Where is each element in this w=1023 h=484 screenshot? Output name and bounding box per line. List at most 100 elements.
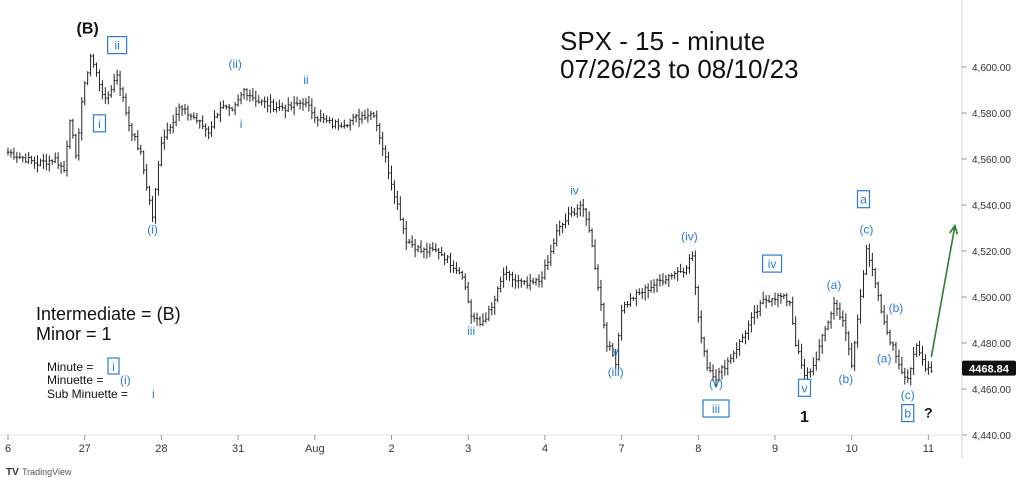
wave-label-text: (b) bbox=[838, 372, 853, 386]
wave-label-text: (b) bbox=[889, 301, 904, 315]
ohlc-bar bbox=[520, 278, 523, 288]
ohlc-bar bbox=[782, 293, 786, 300]
ohlc-bar bbox=[201, 115, 204, 130]
ohlc-bar bbox=[573, 207, 576, 217]
ohlc-bar bbox=[127, 106, 131, 132]
time-tick-label: 11 bbox=[923, 443, 934, 455]
ohlc-bar bbox=[337, 118, 340, 131]
ohlc-bar bbox=[924, 354, 927, 372]
ohlc-bar bbox=[738, 339, 741, 356]
ohlc-bar bbox=[455, 261, 458, 274]
ohlc-bar bbox=[670, 273, 674, 280]
wave-label: i bbox=[240, 117, 243, 131]
ohlc-bar bbox=[596, 264, 600, 291]
ohlc-bar bbox=[298, 99, 302, 110]
ohlc-bar bbox=[410, 235, 414, 248]
ohlc-bar bbox=[546, 255, 550, 271]
wave-label: iii bbox=[702, 399, 730, 418]
ohlc-bar bbox=[673, 271, 676, 280]
ohlc-bar bbox=[313, 106, 317, 123]
ohlc-bar bbox=[915, 343, 918, 358]
ohlc-bar bbox=[95, 62, 98, 77]
ohlc-bar bbox=[166, 122, 169, 140]
ohlc-bar bbox=[98, 69, 101, 92]
ohlc-bar bbox=[278, 99, 281, 112]
ohlc-bar bbox=[407, 238, 411, 244]
ohlc-bar bbox=[658, 274, 662, 287]
wave-label: (i) bbox=[147, 223, 158, 237]
ohlc-bar bbox=[826, 320, 830, 331]
wave-label: a bbox=[856, 190, 871, 209]
wave-label-text: iv bbox=[768, 257, 777, 271]
ohlc-bar bbox=[729, 354, 733, 364]
ohlc-bar bbox=[555, 223, 558, 247]
ohlc-bar bbox=[431, 242, 435, 252]
ohlc-bar bbox=[708, 361, 712, 373]
ohlc-bar bbox=[741, 333, 744, 343]
ohlc-bar bbox=[157, 160, 160, 196]
ohlc-bar bbox=[416, 245, 420, 253]
ohlc-bar bbox=[36, 155, 39, 173]
ohlc-bar bbox=[425, 242, 429, 259]
ohlc-bar bbox=[496, 286, 499, 303]
ohlc-bar bbox=[537, 274, 541, 288]
ohlc-bar bbox=[711, 364, 715, 382]
ohlc-bar bbox=[422, 247, 426, 259]
ohlc-bar bbox=[882, 305, 886, 325]
ohlc-bar bbox=[522, 279, 526, 286]
ohlc-bar bbox=[581, 199, 585, 217]
wave-label-text: (iii) bbox=[608, 365, 624, 379]
ohlc-bar bbox=[579, 200, 582, 217]
ohlc-bar bbox=[195, 112, 199, 124]
ohlc-bar bbox=[682, 267, 685, 278]
ohlc-bar bbox=[493, 295, 497, 315]
ohlc-bar bbox=[121, 87, 125, 102]
ohlc-bar bbox=[900, 356, 904, 375]
ohlc-bar bbox=[351, 113, 355, 126]
ohlc-bar bbox=[820, 333, 824, 354]
wave-label-text: v bbox=[613, 345, 619, 359]
wave-label-box bbox=[702, 399, 730, 418]
ohlc-bar bbox=[281, 102, 284, 111]
wave-label: (c) bbox=[859, 223, 873, 237]
ohlc-bar bbox=[107, 91, 110, 105]
ohlc-bar bbox=[815, 351, 818, 371]
ohlc-bar bbox=[469, 299, 473, 324]
ohlc-bar bbox=[927, 361, 930, 375]
wave-label-text: (a) bbox=[827, 278, 842, 292]
time-tick-label: 8 bbox=[695, 443, 701, 455]
ohlc-bar bbox=[564, 213, 567, 229]
wave-label-box bbox=[856, 190, 871, 209]
ohlc-bar bbox=[885, 314, 889, 335]
wave-label-text: i bbox=[98, 117, 101, 131]
ohlc-bar bbox=[104, 87, 107, 104]
ohlc-bar bbox=[874, 267, 877, 289]
ohlc-bar bbox=[443, 252, 446, 266]
ohlc-bar bbox=[756, 304, 759, 319]
ohlc-bar bbox=[343, 119, 346, 129]
ohlc-bar bbox=[80, 97, 84, 141]
ohlc-bar bbox=[770, 297, 774, 307]
ohlc-bar bbox=[726, 357, 730, 376]
ohlc-bar bbox=[611, 342, 615, 357]
ohlc-bar bbox=[859, 288, 862, 324]
ohlc-bar bbox=[284, 104, 287, 119]
ohlc-bar bbox=[649, 280, 653, 293]
ohlc-bar bbox=[735, 342, 738, 359]
ohlc-bar bbox=[888, 329, 892, 346]
ohlc-bar bbox=[767, 294, 771, 304]
ohlc-bar bbox=[304, 97, 308, 108]
ohlc-bar bbox=[139, 144, 143, 155]
wave-label-text: (c) bbox=[901, 388, 915, 402]
ohlc-bar bbox=[254, 90, 258, 107]
ohlc-bar bbox=[449, 252, 452, 273]
ohlc-bar bbox=[894, 341, 898, 364]
price-tick-label: 4,540.00 bbox=[972, 201, 1011, 212]
ohlc-bar bbox=[758, 300, 762, 317]
ohlc-bar bbox=[89, 53, 92, 77]
ohlc-bar bbox=[856, 314, 859, 348]
wave-label-text: (a) bbox=[877, 351, 892, 365]
ohlc-bar bbox=[652, 279, 656, 294]
ohlc-bar bbox=[372, 112, 376, 119]
ohlc-bar bbox=[655, 278, 659, 293]
